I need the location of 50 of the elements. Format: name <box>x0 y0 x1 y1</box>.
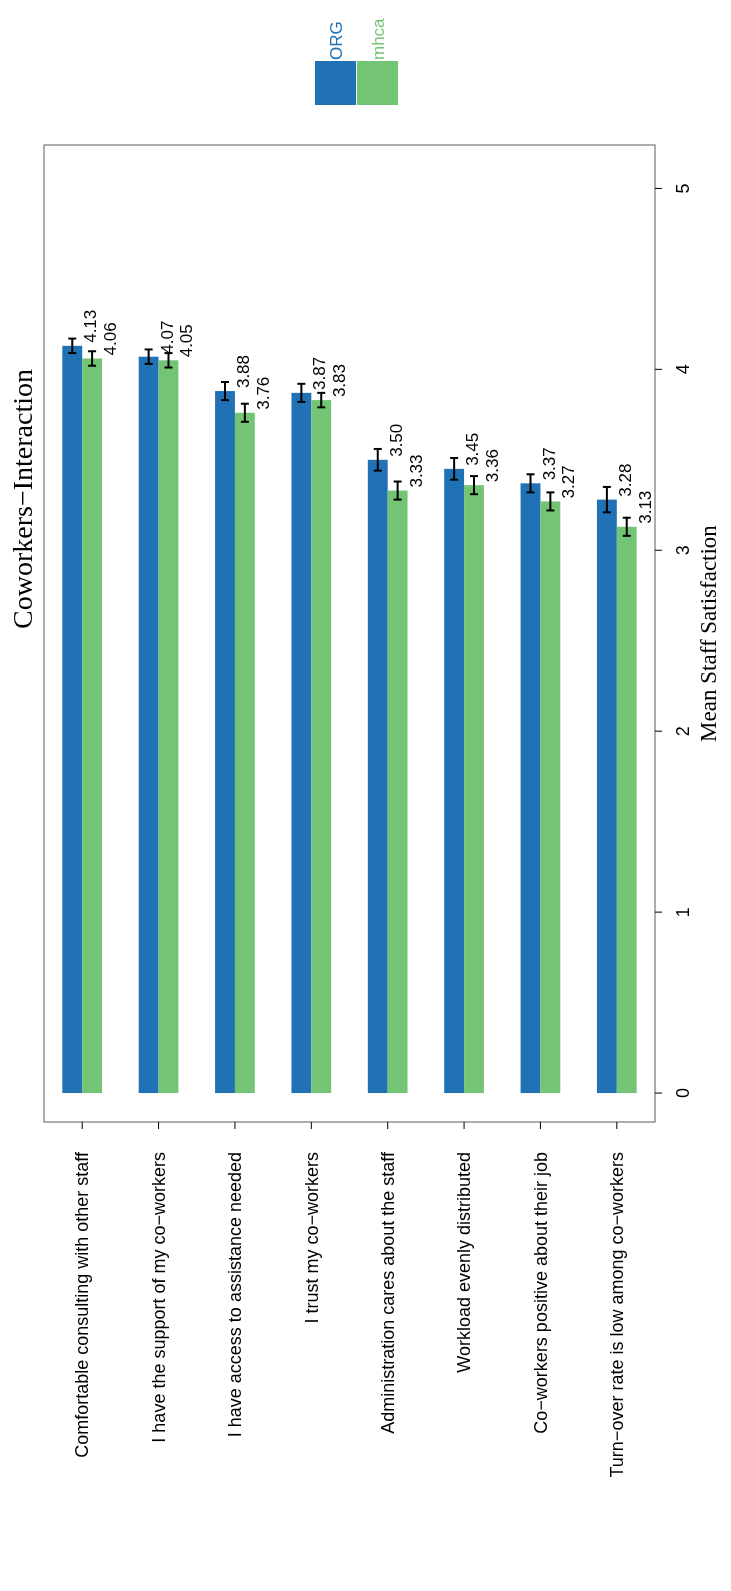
data-label: 4.05 <box>177 324 197 358</box>
data-label: 3.28 <box>615 463 635 497</box>
bar <box>540 501 561 1094</box>
x-tick-label: I have the support of my co−workers <box>148 1152 169 1443</box>
data-label: 3.27 <box>559 465 579 499</box>
data-label: 3.45 <box>463 432 483 466</box>
data-label: 3.33 <box>406 454 426 488</box>
y-tick-label: 5 <box>673 183 693 194</box>
bar <box>596 499 617 1094</box>
x-tick-label: Turn−over rate is low among co−workers <box>607 1152 628 1478</box>
y-tick-label: 2 <box>673 726 693 737</box>
data-label: 4.07 <box>157 320 177 354</box>
data-label: 4.13 <box>81 309 101 343</box>
data-label: 3.50 <box>386 423 406 457</box>
data-label: 3.87 <box>310 356 330 390</box>
text: mhca <box>368 17 388 60</box>
x-tick-label: Co−workers positive about their job <box>530 1152 551 1434</box>
x-tick-label: I have access to assistance needed <box>225 1152 246 1438</box>
bar <box>138 356 159 1094</box>
y-tick-label: 0 <box>673 1088 693 1099</box>
data-label: 3.76 <box>253 376 273 410</box>
data-label: 3.37 <box>539 447 559 481</box>
bar <box>215 391 235 1094</box>
bar <box>62 345 83 1094</box>
bar <box>311 400 332 1094</box>
text: ORG <box>326 21 346 60</box>
data-label: 3.83 <box>330 364 350 398</box>
bar <box>387 490 408 1094</box>
bar <box>464 485 484 1094</box>
data-label: 4.06 <box>101 322 121 356</box>
y-tick-label: 3 <box>673 545 693 556</box>
data-label: 3.88 <box>234 354 254 389</box>
data-label: 3.36 <box>482 449 502 483</box>
bar <box>82 358 103 1094</box>
bar <box>520 483 541 1094</box>
x-tick-label: Administration cares about the staff <box>377 1151 398 1434</box>
bar <box>367 459 388 1094</box>
bar <box>616 526 637 1094</box>
bar <box>291 392 312 1094</box>
bar <box>158 360 179 1094</box>
bar <box>444 468 465 1094</box>
x-tick-label: Comfortable consulting with other staff <box>72 1151 93 1458</box>
x-tick-label: I trust my co−workers <box>301 1152 322 1324</box>
text: Coworkers−Interaction <box>7 369 38 629</box>
x-tick-label: Workload evenly distributed <box>454 1152 475 1373</box>
y-axis-title: Mean Staff Satisfaction <box>696 524 721 742</box>
data-label: 3.13 <box>635 490 655 524</box>
bar <box>234 412 255 1094</box>
y-tick-label: 1 <box>673 907 693 918</box>
y-tick-label: 4 <box>673 364 693 375</box>
